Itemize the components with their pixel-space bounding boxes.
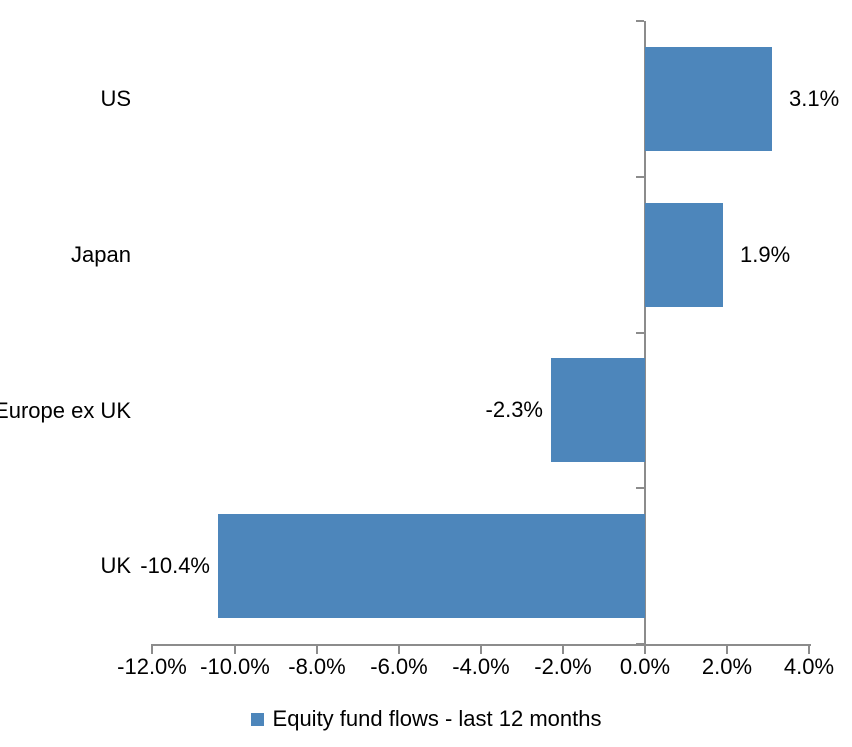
x-axis-tick--4.0% (480, 644, 482, 654)
x-axis-tick-label: -6.0% (370, 654, 428, 679)
legend-swatch-icon (250, 712, 264, 726)
y-axis-tick (636, 20, 644, 22)
category-label-uk: UK (100, 553, 131, 578)
y-axis-tick (636, 487, 644, 489)
category-label-europe-ex-uk: Europe ex UK (0, 398, 131, 423)
x-axis-tick-label: 4.0% (783, 654, 835, 679)
x-axis-tick-label: -10.0% (200, 654, 270, 679)
x-axis-tick--10.0% (234, 644, 236, 654)
x-axis-tick-2.0% (726, 644, 728, 654)
bar-us (645, 47, 772, 151)
bar-japan (645, 203, 723, 307)
bar-uk (218, 514, 645, 618)
data-label-europe-ex-uk: -2.3% (485, 397, 543, 422)
bar-europe-ex-uk (551, 358, 645, 462)
y-axis-line (644, 21, 646, 646)
x-axis-tick-label: -12.0% (117, 654, 187, 679)
x-axis-tick-label: -8.0% (288, 654, 346, 679)
x-axis-tick--8.0% (316, 644, 318, 654)
y-axis-tick (636, 176, 644, 178)
x-axis-tick--6.0% (398, 644, 400, 654)
y-axis-tick (636, 643, 644, 645)
chart-legend: Equity fund flows - last 12 months (0, 704, 852, 734)
x-axis-tick-label: -4.0% (452, 654, 510, 679)
x-axis-tick-label: 2.0% (701, 654, 753, 679)
data-label-japan: 1.9% (740, 242, 791, 267)
x-axis-tick-4.0% (808, 644, 810, 654)
category-label-japan: Japan (71, 242, 131, 267)
data-label-uk: -10.4% (140, 553, 210, 578)
x-axis-tick--2.0% (562, 644, 564, 654)
y-axis-tick (636, 332, 644, 334)
x-axis-tick--12.0% (151, 644, 153, 654)
category-label-us: US (100, 86, 131, 111)
x-axis-tick-label: -2.0% (534, 654, 592, 679)
legend-label: Equity fund flows - last 12 months (272, 706, 602, 731)
x-axis-tick-0.0% (644, 644, 646, 654)
data-label-us: 3.1% (789, 86, 840, 111)
x-axis-tick-label: 0.0% (619, 654, 671, 679)
